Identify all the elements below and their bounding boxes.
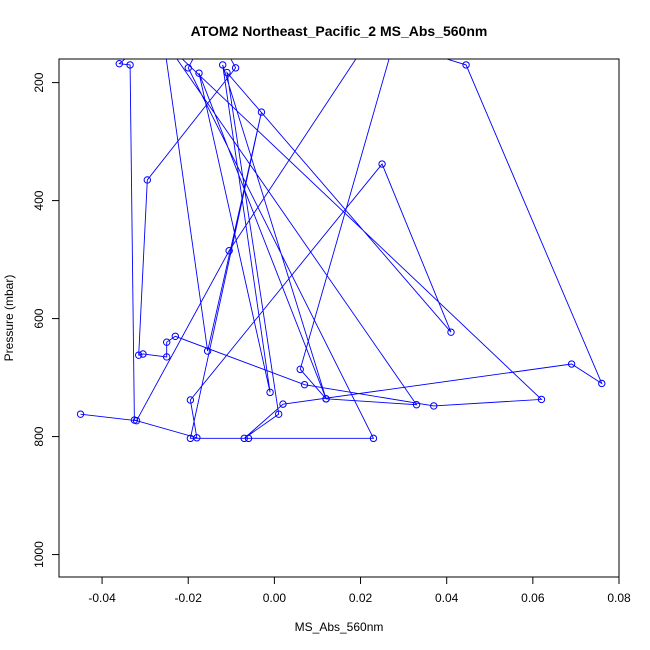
data-point: [218, 61, 227, 69]
data-point: [598, 379, 606, 388]
y-tick-label: 400: [32, 190, 46, 210]
data-point: [186, 434, 195, 443]
data-point: [223, 68, 231, 77]
data-point: [279, 400, 287, 408]
data-point: [115, 60, 124, 68]
data-point: [462, 61, 470, 69]
series-line: [80, 59, 603, 439]
data-point: [567, 360, 576, 368]
data-point: [537, 395, 546, 404]
y-tick-label: 200: [32, 72, 46, 92]
y-tick-label: 1000: [32, 541, 46, 568]
data-point: [369, 434, 378, 443]
y-axis: 200 400 600 800 1000: [32, 72, 60, 568]
data-point: [322, 395, 330, 403]
y-tick-label: 600: [32, 308, 46, 328]
data-point: [300, 380, 309, 389]
data-point: [143, 176, 152, 184]
x-tick-label: -0.02: [175, 591, 203, 605]
data-point: [240, 434, 248, 443]
data-point: [266, 388, 274, 397]
data-point: [296, 365, 304, 374]
y-axis-label: Pressure (mbar): [2, 275, 16, 362]
data-point: [244, 434, 253, 443]
data-point: [162, 338, 171, 346]
data-point: [405, 44, 411, 50]
data-point: [134, 351, 143, 359]
x-tick-label: 0.00: [263, 591, 287, 605]
data-point: [162, 353, 171, 361]
plot-frame: [58, 58, 620, 578]
data-point: [126, 61, 134, 69]
data-point: [184, 64, 192, 72]
data-point: [186, 396, 195, 404]
data-point: [274, 410, 283, 418]
chart-title: ATOM2 Northeast_Pacific_2 MS_Abs_560nm: [191, 23, 488, 39]
data-point: [378, 160, 386, 168]
x-tick-label: -0.04: [88, 591, 116, 605]
data-point: [195, 69, 203, 77]
x-axis: -0.04 -0.02 0.00 0.02 0.04 0.06 0.08: [88, 576, 631, 605]
x-tick-label: 0.06: [521, 591, 545, 605]
y-tick-label: 800: [32, 426, 46, 446]
data-point: [139, 350, 147, 358]
series-layer: [76, 41, 606, 443]
x-tick-label: 0.02: [349, 591, 373, 605]
data-point: [76, 410, 85, 418]
data-point: [132, 416, 141, 425]
data-point: [430, 402, 438, 410]
data-point: [447, 328, 455, 336]
data-point: [171, 332, 180, 340]
data-point: [225, 247, 233, 255]
data-point: [412, 401, 421, 409]
data-point: [231, 64, 240, 72]
x-tick-label: 0.04: [435, 591, 459, 605]
data-point: [129, 50, 135, 56]
x-tick-label: 0.08: [607, 591, 631, 605]
data-point: [163, 41, 169, 47]
data-point: [257, 108, 266, 116]
x-axis-label: MS_Abs_560nm: [295, 620, 384, 634]
data-point: [203, 347, 212, 355]
